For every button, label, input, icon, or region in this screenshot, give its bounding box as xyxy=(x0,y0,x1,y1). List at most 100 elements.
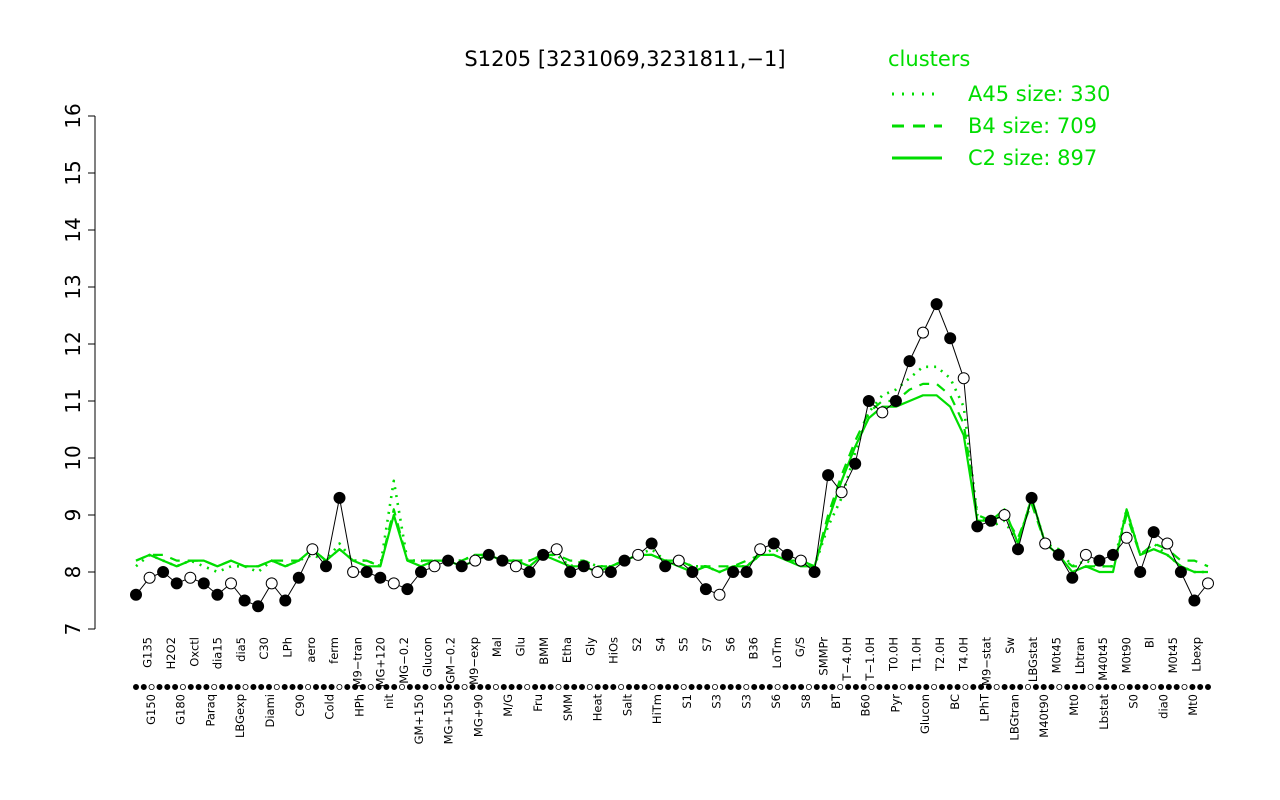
rug-mark xyxy=(1197,684,1204,691)
x-label-bottom-16: Salt xyxy=(620,694,634,717)
y-tick-label-11: 11 xyxy=(61,388,85,413)
x-label-top-28: G/S xyxy=(793,637,807,657)
x-label-bottom-19: S3 xyxy=(710,694,724,709)
x-label-bottom-26: Glucon xyxy=(918,694,932,734)
x-label-top-14: M9−exp xyxy=(467,637,481,685)
data-point xyxy=(455,560,468,573)
rug-mark xyxy=(1189,684,1196,691)
x-label-top-43: Bl xyxy=(1143,637,1157,648)
rug-mark xyxy=(743,684,750,691)
data-point xyxy=(197,577,210,590)
x-label-bottom-34: dia0 xyxy=(1156,694,1170,719)
rug-mark xyxy=(766,684,773,691)
x-label-top-37: Sw xyxy=(1003,637,1017,654)
x-label-bottom-13: Fru xyxy=(531,694,545,712)
data-point xyxy=(374,571,387,584)
rug-mark xyxy=(1134,684,1141,691)
rug-mark xyxy=(626,684,633,691)
y-tick-label-14: 14 xyxy=(61,217,85,242)
data-point xyxy=(415,566,427,578)
rug-mark xyxy=(970,684,977,691)
x-label-top-26: B36 xyxy=(747,637,761,660)
data-point xyxy=(401,583,414,596)
rug-mark xyxy=(265,684,272,691)
x-label-top-21: S2 xyxy=(630,637,644,652)
data-point xyxy=(754,543,767,556)
y-axis-ticks: 7 8 9 10 11 12 13 14 15 16 xyxy=(61,103,95,635)
x-label-top-20: HiOs xyxy=(607,637,621,664)
rug-mark xyxy=(860,684,867,691)
rug-mark xyxy=(320,684,327,691)
rug-mark xyxy=(735,684,742,691)
data-point xyxy=(930,298,943,311)
rug-mark xyxy=(1181,684,1188,691)
legend-title: clusters xyxy=(888,47,970,71)
rug-mark xyxy=(242,684,249,691)
rug-mark xyxy=(508,684,515,691)
rug-mark xyxy=(547,684,554,691)
rug-mark xyxy=(485,684,492,691)
data-point xyxy=(537,548,550,561)
x-label-top-5: C30 xyxy=(257,637,271,660)
x-label-bottom-15: Heat xyxy=(591,694,605,722)
rug-mark xyxy=(868,684,875,691)
series-b4-line xyxy=(135,382,1209,568)
data-point xyxy=(360,566,373,578)
rug-mark xyxy=(164,684,171,691)
rug-mark xyxy=(492,684,499,691)
rug-mark xyxy=(1142,684,1149,691)
data-point xyxy=(157,566,170,578)
rug-mark xyxy=(805,684,812,691)
rug-mark xyxy=(469,684,476,691)
x-label-top-3: dia15 xyxy=(211,637,225,669)
x-label-top-33: T1.0H xyxy=(910,637,924,672)
x-label-bottom-14: SMM xyxy=(561,694,575,721)
x-label-bottom-23: BT xyxy=(829,693,843,709)
rug-mark xyxy=(1040,684,1047,691)
legend-label-a45: A45 size: 330 xyxy=(968,82,1110,106)
rug-mark xyxy=(148,684,155,691)
data-point xyxy=(713,588,726,601)
rug-mark xyxy=(782,684,789,691)
data-point xyxy=(469,554,482,567)
rug-mark xyxy=(876,684,883,691)
rug-mark xyxy=(1118,684,1125,691)
rug-mark xyxy=(939,684,946,691)
data-point xyxy=(917,326,929,339)
data-point xyxy=(482,548,495,561)
rug-mark xyxy=(297,684,304,691)
rug-mark xyxy=(696,684,703,691)
x-label-top-18: Etha xyxy=(560,637,574,663)
x-label-bottom-24: B60 xyxy=(859,694,873,717)
rug-mark xyxy=(586,684,593,691)
rug-mark xyxy=(438,684,445,691)
x-label-top-30: T−4.0H xyxy=(840,637,854,682)
x-label-bottom-25: Pyr xyxy=(888,694,902,713)
x-label-top-34: T2.0H xyxy=(933,637,947,672)
rug-mark xyxy=(712,684,719,691)
rug-mark xyxy=(1001,684,1008,691)
data-point xyxy=(957,372,970,385)
data-point xyxy=(903,355,916,368)
rug-mark xyxy=(312,684,319,691)
rug-mark xyxy=(641,684,648,691)
x-label-bottom-8: nit xyxy=(382,694,396,709)
rug-mark xyxy=(359,684,366,691)
y-tick-label-15: 15 xyxy=(61,160,85,185)
x-label-bottom-29: LBGtran xyxy=(1007,694,1021,741)
rug-mark xyxy=(414,684,421,691)
data-point xyxy=(333,491,346,504)
x-label-bottom-32: Lbstat xyxy=(1097,694,1111,730)
rug-mark xyxy=(985,684,992,691)
rug-mark xyxy=(226,684,233,691)
x-label-top-40: Lbtran xyxy=(1073,637,1087,674)
data-point xyxy=(1039,537,1052,550)
x-label-bottom-28: LPhT xyxy=(978,693,992,722)
rug-mark xyxy=(500,684,507,691)
rug-mark xyxy=(602,684,609,691)
x-label-top-12: Glucon xyxy=(420,637,434,677)
data-point xyxy=(428,560,441,573)
rug-mark xyxy=(657,684,664,691)
x-label-bottom-4: Diami xyxy=(263,694,277,728)
rug-mark xyxy=(524,684,531,691)
